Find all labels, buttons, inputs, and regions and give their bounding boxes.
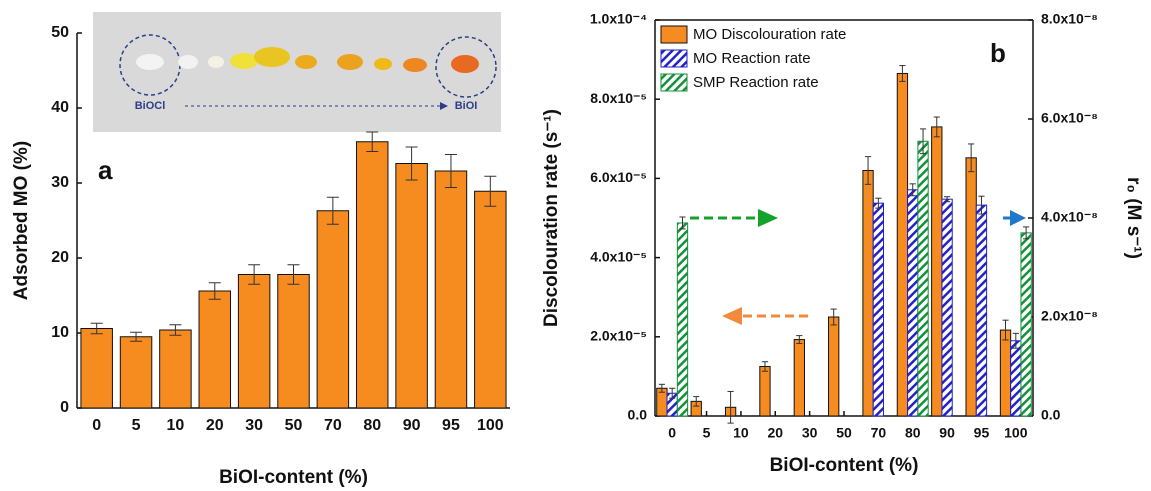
legend-swatch xyxy=(661,50,687,67)
y-tick-label: 1.0x10⁻⁴ xyxy=(590,11,647,27)
x-tick-label: 5 xyxy=(132,417,141,434)
x-tick-label: 30 xyxy=(802,425,818,441)
bar xyxy=(873,203,883,416)
y-axis-label: Adsorbed MO (%) xyxy=(11,141,32,300)
bar xyxy=(160,330,191,408)
x-tick-label: 95 xyxy=(442,417,460,434)
bar xyxy=(932,127,942,416)
x-tick-label: 95 xyxy=(974,425,990,441)
bar xyxy=(199,291,230,408)
bar xyxy=(81,329,112,409)
x-tick-label: 0 xyxy=(92,417,101,434)
x-tick-label: 50 xyxy=(836,425,852,441)
legend-swatch xyxy=(661,74,687,91)
legend-label: MO Discolouration rate xyxy=(693,26,846,43)
bar xyxy=(760,367,770,417)
bar xyxy=(966,158,976,416)
bar xyxy=(829,317,839,416)
x-tick-label: 70 xyxy=(871,425,887,441)
bar xyxy=(120,337,151,408)
y2-tick-label: 4.0x10⁻⁸ xyxy=(1041,209,1098,225)
x-tick-label: 100 xyxy=(1004,425,1028,441)
bar xyxy=(1021,233,1031,416)
y-tick-label: 30 xyxy=(51,174,69,191)
bar xyxy=(278,275,309,409)
y2-tick-label: 2.0x10⁻⁸ xyxy=(1041,308,1098,324)
bar xyxy=(475,191,506,408)
bar xyxy=(897,73,907,416)
legend-swatch xyxy=(661,26,687,43)
bar xyxy=(238,275,269,409)
x-tick-label: 80 xyxy=(363,417,381,434)
bar xyxy=(942,199,952,416)
y2-tick-label: 0.0 xyxy=(1041,407,1061,423)
x-axis-label: BiOI-content (%) xyxy=(219,467,368,488)
y2-axis-label: r₀ (M s⁻¹) xyxy=(1123,177,1144,259)
bar xyxy=(863,170,873,416)
bar xyxy=(1000,330,1010,416)
x-tick-label: 10 xyxy=(167,417,185,434)
x-tick-label: 30 xyxy=(245,417,263,434)
inset-label: BiOCl xyxy=(135,100,166,112)
inset-photo xyxy=(93,12,501,132)
figure: BiOCl BiOI 01020304050051020305070809095… xyxy=(0,0,1151,491)
y2-tick-label: 6.0x10⁻⁸ xyxy=(1041,110,1098,126)
bar xyxy=(1011,341,1021,416)
y-tick-label: 2.0x10⁻⁵ xyxy=(590,328,647,344)
x-tick-label: 50 xyxy=(285,417,303,434)
axis-arrow-head xyxy=(758,209,778,227)
bar xyxy=(677,223,687,416)
x-tick-label: 100 xyxy=(477,417,504,434)
y-tick-label: 6.0x10⁻⁵ xyxy=(590,169,647,185)
inset-label: BiOI xyxy=(455,100,478,112)
x-tick-label: 20 xyxy=(767,425,783,441)
y2-tick-label: 8.0x10⁻⁸ xyxy=(1041,11,1098,27)
y-tick-label: 8.0x10⁻⁵ xyxy=(590,90,647,106)
bar xyxy=(976,205,986,416)
panel-letter: b xyxy=(990,38,1006,68)
y-tick-label: 50 xyxy=(51,24,69,41)
x-tick-label: 90 xyxy=(939,425,955,441)
x-tick-label: 20 xyxy=(206,417,224,434)
bar xyxy=(396,164,427,409)
x-tick-label: 5 xyxy=(703,425,711,441)
y-tick-label: 0.0 xyxy=(628,407,648,423)
legend-label: SMP Reaction rate xyxy=(693,74,819,91)
x-tick-label: 0 xyxy=(668,425,676,441)
y-tick-label: 4.0x10⁻⁵ xyxy=(590,248,647,264)
y-tick-label: 40 xyxy=(51,99,69,116)
y-tick-label: 10 xyxy=(51,324,69,341)
bar xyxy=(435,171,466,408)
bar xyxy=(794,340,804,416)
legend-label: MO Reaction rate xyxy=(693,50,811,67)
y-tick-label: 20 xyxy=(51,249,69,266)
panel-letter: a xyxy=(98,155,113,185)
y-axis-label: Discolouration rate (s⁻¹) xyxy=(541,109,562,327)
x-tick-label: 80 xyxy=(905,425,921,441)
axis-arrow-head xyxy=(1010,210,1026,226)
bar xyxy=(356,142,387,408)
bar xyxy=(918,141,928,416)
x-axis-label: BiOI-content (%) xyxy=(770,455,919,476)
bar xyxy=(908,190,918,416)
y-tick-label: 0 xyxy=(60,399,69,416)
bar xyxy=(317,211,348,408)
x-tick-label: 70 xyxy=(324,417,342,434)
axis-arrow-head xyxy=(722,307,742,325)
x-tick-label: 10 xyxy=(733,425,749,441)
x-tick-label: 90 xyxy=(403,417,421,434)
